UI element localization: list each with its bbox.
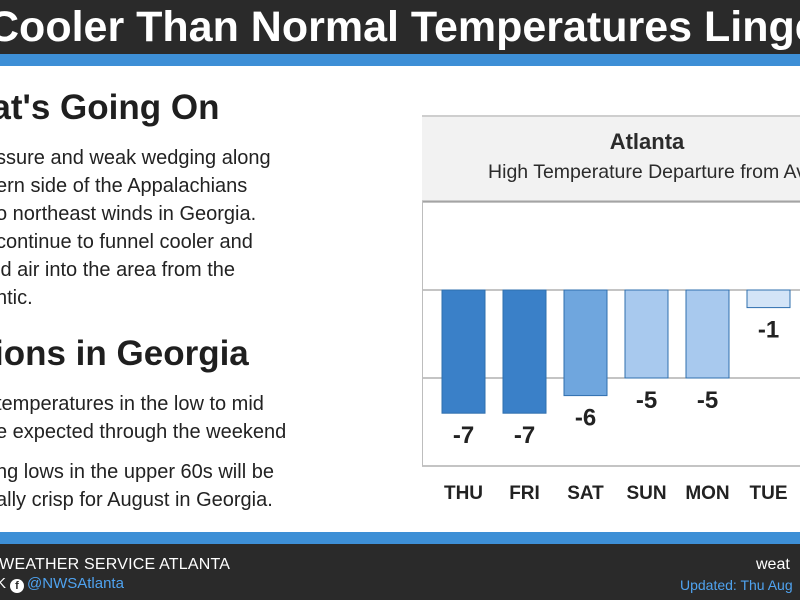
header-bar: Cooler Than Normal Temperatures Linger	[0, 0, 800, 54]
bullet-paragraph-1: temperatures in the low to mid e expecte…	[0, 390, 286, 446]
headline-title: Cooler Than Normal Temperatures Linger	[0, 3, 800, 51]
bullet-paragraph-2: ng lows in the upper 60s will be ally cr…	[0, 458, 274, 514]
bar-sat	[563, 289, 608, 397]
facebook-icon[interactable]: f	[10, 579, 25, 593]
chart-canvas: Atlanta High Temperature Departure from …	[422, 115, 800, 504]
bar-value-label: -5	[636, 387, 657, 414]
category-label: THU	[444, 483, 483, 504]
bar-value-label: -7	[453, 422, 474, 449]
paragraph-line: ssure and weak wedging along	[0, 147, 271, 169]
footer-website[interactable]: weat	[756, 556, 790, 573]
paragraph-line: ng lows in the upper 60s will be	[0, 461, 274, 483]
category-label: SAT	[567, 483, 604, 504]
left-text-column: What's Going On ssure and weak wedging a…	[0, 66, 400, 536]
header-accent-stripe	[0, 54, 800, 66]
category-label: SUN	[626, 483, 666, 504]
paragraph-line: o northeast winds in Georgia.	[0, 203, 257, 225]
bar-fri	[502, 289, 547, 414]
bar-value-label: -5	[697, 387, 718, 414]
chart-title: Atlanta	[610, 129, 685, 154]
chart-subtitle: High Temperature Departure from Av	[488, 161, 800, 183]
footer-accent-stripe	[0, 532, 800, 544]
paragraph-line: e expected through the weekend	[0, 421, 287, 443]
section-title-whats-going-on: What's Going On	[0, 88, 220, 127]
paragraph-line: ern side of the Appalachians	[0, 175, 248, 197]
paragraph-line: continue to funnel cooler and	[0, 231, 253, 253]
paragraph-line: ally crisp for August in Georgia.	[0, 489, 273, 511]
paragraph-line: temperatures in the low to mid	[0, 393, 264, 415]
bar-value-label: -1	[758, 317, 779, 344]
category-label: FRI	[509, 483, 540, 504]
temperature-departure-chart: Atlanta High Temperature Departure from …	[422, 112, 800, 512]
bar-thu	[441, 289, 486, 414]
paragraph-line: ntic.	[0, 287, 33, 309]
category-label: MON	[685, 483, 729, 504]
chart-title-panel	[422, 117, 800, 201]
twitter-handle-link[interactable]: @NWSAtlanta	[27, 575, 124, 592]
bar-value-label: -7	[514, 422, 535, 449]
bar-tue	[746, 289, 791, 309]
footer-agency-name: L WEATHER SERVICE ATLANTA	[0, 556, 231, 573]
bar-value-label: -6	[575, 405, 596, 432]
section-paragraph: ssure and weak wedging along ern side of…	[0, 144, 271, 312]
paragraph-line: id air into the area from the	[0, 259, 236, 281]
footer-social-prefix: K	[0, 575, 7, 592]
bar-mon	[685, 289, 730, 379]
footer-updated-time: Updated: Thu Aug	[680, 577, 793, 593]
section-title-conditions: ions in Georgia	[0, 334, 249, 373]
bar-sun	[624, 289, 669, 379]
category-label: TUE	[750, 483, 788, 504]
